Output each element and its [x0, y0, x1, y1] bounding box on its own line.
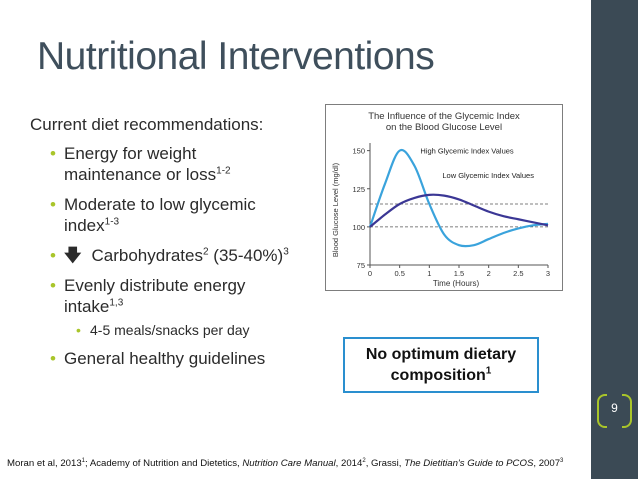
citation-italic: Nutrition Care Manual: [242, 458, 336, 469]
y-tick-label: 150: [352, 147, 365, 156]
callout-box: No optimum dietary composition1: [343, 337, 539, 393]
intro-text: Current diet recommendations:: [30, 115, 264, 134]
arrow-down-icon: 🡇: [64, 246, 82, 265]
bullet-text: Carbohydrates: [91, 246, 203, 265]
bullet-item: General healthy guidelines: [50, 348, 320, 369]
bullet-content: Current diet recommendations: Energy for…: [30, 115, 320, 378]
left-bracket-shape: [597, 394, 607, 428]
bullet-text: Moderate to low glycemic index: [64, 195, 256, 235]
bullet-sup-2: 3: [283, 246, 289, 258]
chart-reference-lines: [370, 203, 548, 228]
bullet-sup: 2: [203, 246, 209, 258]
citation-part: , 2007: [533, 458, 561, 469]
callout-line1: No optimum dietary: [365, 346, 517, 363]
bullet-text-2: (35-40%): [208, 246, 284, 265]
chart-y-label: Blood Glucose Level (mg/dl): [331, 162, 340, 257]
bullet-item: Moderate to low glycemic index1-3: [50, 194, 294, 236]
low-gi-series-line: [369, 193, 549, 228]
chart-svg: The Influence of the Glycemic Index on t…: [331, 111, 550, 288]
bullet-list: Energy for weight maintenance or loss1-2…: [30, 143, 320, 369]
high-gi-series-line: [368, 148, 549, 248]
y-tick-label: 75: [357, 261, 365, 270]
x-tick-label: 1: [427, 269, 431, 278]
chart-series-labels: High Glycemic Index Values Low Glycemic I…: [420, 147, 534, 180]
citation-sup: 3: [560, 457, 564, 464]
bullet-item: 🡇 Carbohydrates2 (35-40%)3: [50, 245, 320, 266]
callout-line2-wrap: composition1: [345, 365, 537, 386]
y-tick-label: 125: [352, 185, 365, 194]
citation-sup: 2: [362, 457, 366, 464]
low-gi-series-label: Low Glycemic Index Values: [442, 171, 534, 180]
citation-sup: 1: [81, 457, 86, 464]
citation-part: ; Academy of Nutrition and Dietetics,: [85, 458, 243, 469]
page-number: 9: [611, 401, 618, 415]
citation-part: Moran et al, 2013: [7, 458, 82, 469]
x-tick-label: 2: [487, 269, 491, 278]
citation-part: , Grassi,: [365, 458, 405, 469]
right-bracket-shape: [622, 394, 632, 428]
bullet-sup: 1,3: [109, 297, 124, 309]
x-tick-label: 3: [546, 269, 550, 278]
citation-footer: Moran et al, 20131; Academy of Nutrition…: [7, 458, 563, 469]
bullet-text: Evenly distribute energy intake: [64, 276, 246, 316]
x-tick-label: 2.5: [513, 269, 523, 278]
x-tick-label: 0.5: [394, 269, 404, 278]
glycemic-chart: The Influence of the Glycemic Index on t…: [325, 104, 563, 291]
chart-title-line1: The Influence of the Glycemic Index: [368, 111, 520, 122]
sub-bullet-item: 4-5 meals/snacks per day: [74, 321, 294, 339]
citation-italic: The Dietitian's Guide to PCOS: [404, 458, 534, 469]
sub-bullet-list: 4-5 meals/snacks per day: [64, 321, 294, 339]
callout-line2: composition: [390, 367, 486, 384]
bullet-text: General healthy guidelines: [64, 349, 266, 368]
bullet-item: Energy for weight maintenance or loss1-2: [50, 143, 254, 185]
bullet-text: Energy for weight maintenance or loss: [64, 144, 217, 184]
bullet-item: Evenly distribute energy intake1,3 4-5 m…: [50, 275, 294, 339]
chart-series: [368, 148, 549, 248]
x-tick-label: 1.5: [454, 269, 464, 278]
callout-sup: 1: [485, 365, 492, 377]
chart-title-line2: on the Blood Glucose Level: [386, 122, 502, 133]
chart-ticks: 0 0.5 1 1.5 2 2.5 3 75 100 125 150: [352, 147, 550, 278]
citation-part: , 2014: [335, 458, 363, 469]
slide-title: Nutritional Interventions: [37, 35, 435, 78]
chart-x-label: Time (Hours): [433, 279, 480, 288]
high-gi-series-label: High Glycemic Index Values: [420, 147, 513, 156]
bullet-sup: 1-3: [104, 216, 120, 228]
y-tick-label: 100: [352, 223, 365, 232]
page-number-indicator: 9: [591, 390, 638, 430]
bullet-sup: 1-2: [216, 165, 231, 177]
x-tick-label: 0: [368, 269, 372, 278]
